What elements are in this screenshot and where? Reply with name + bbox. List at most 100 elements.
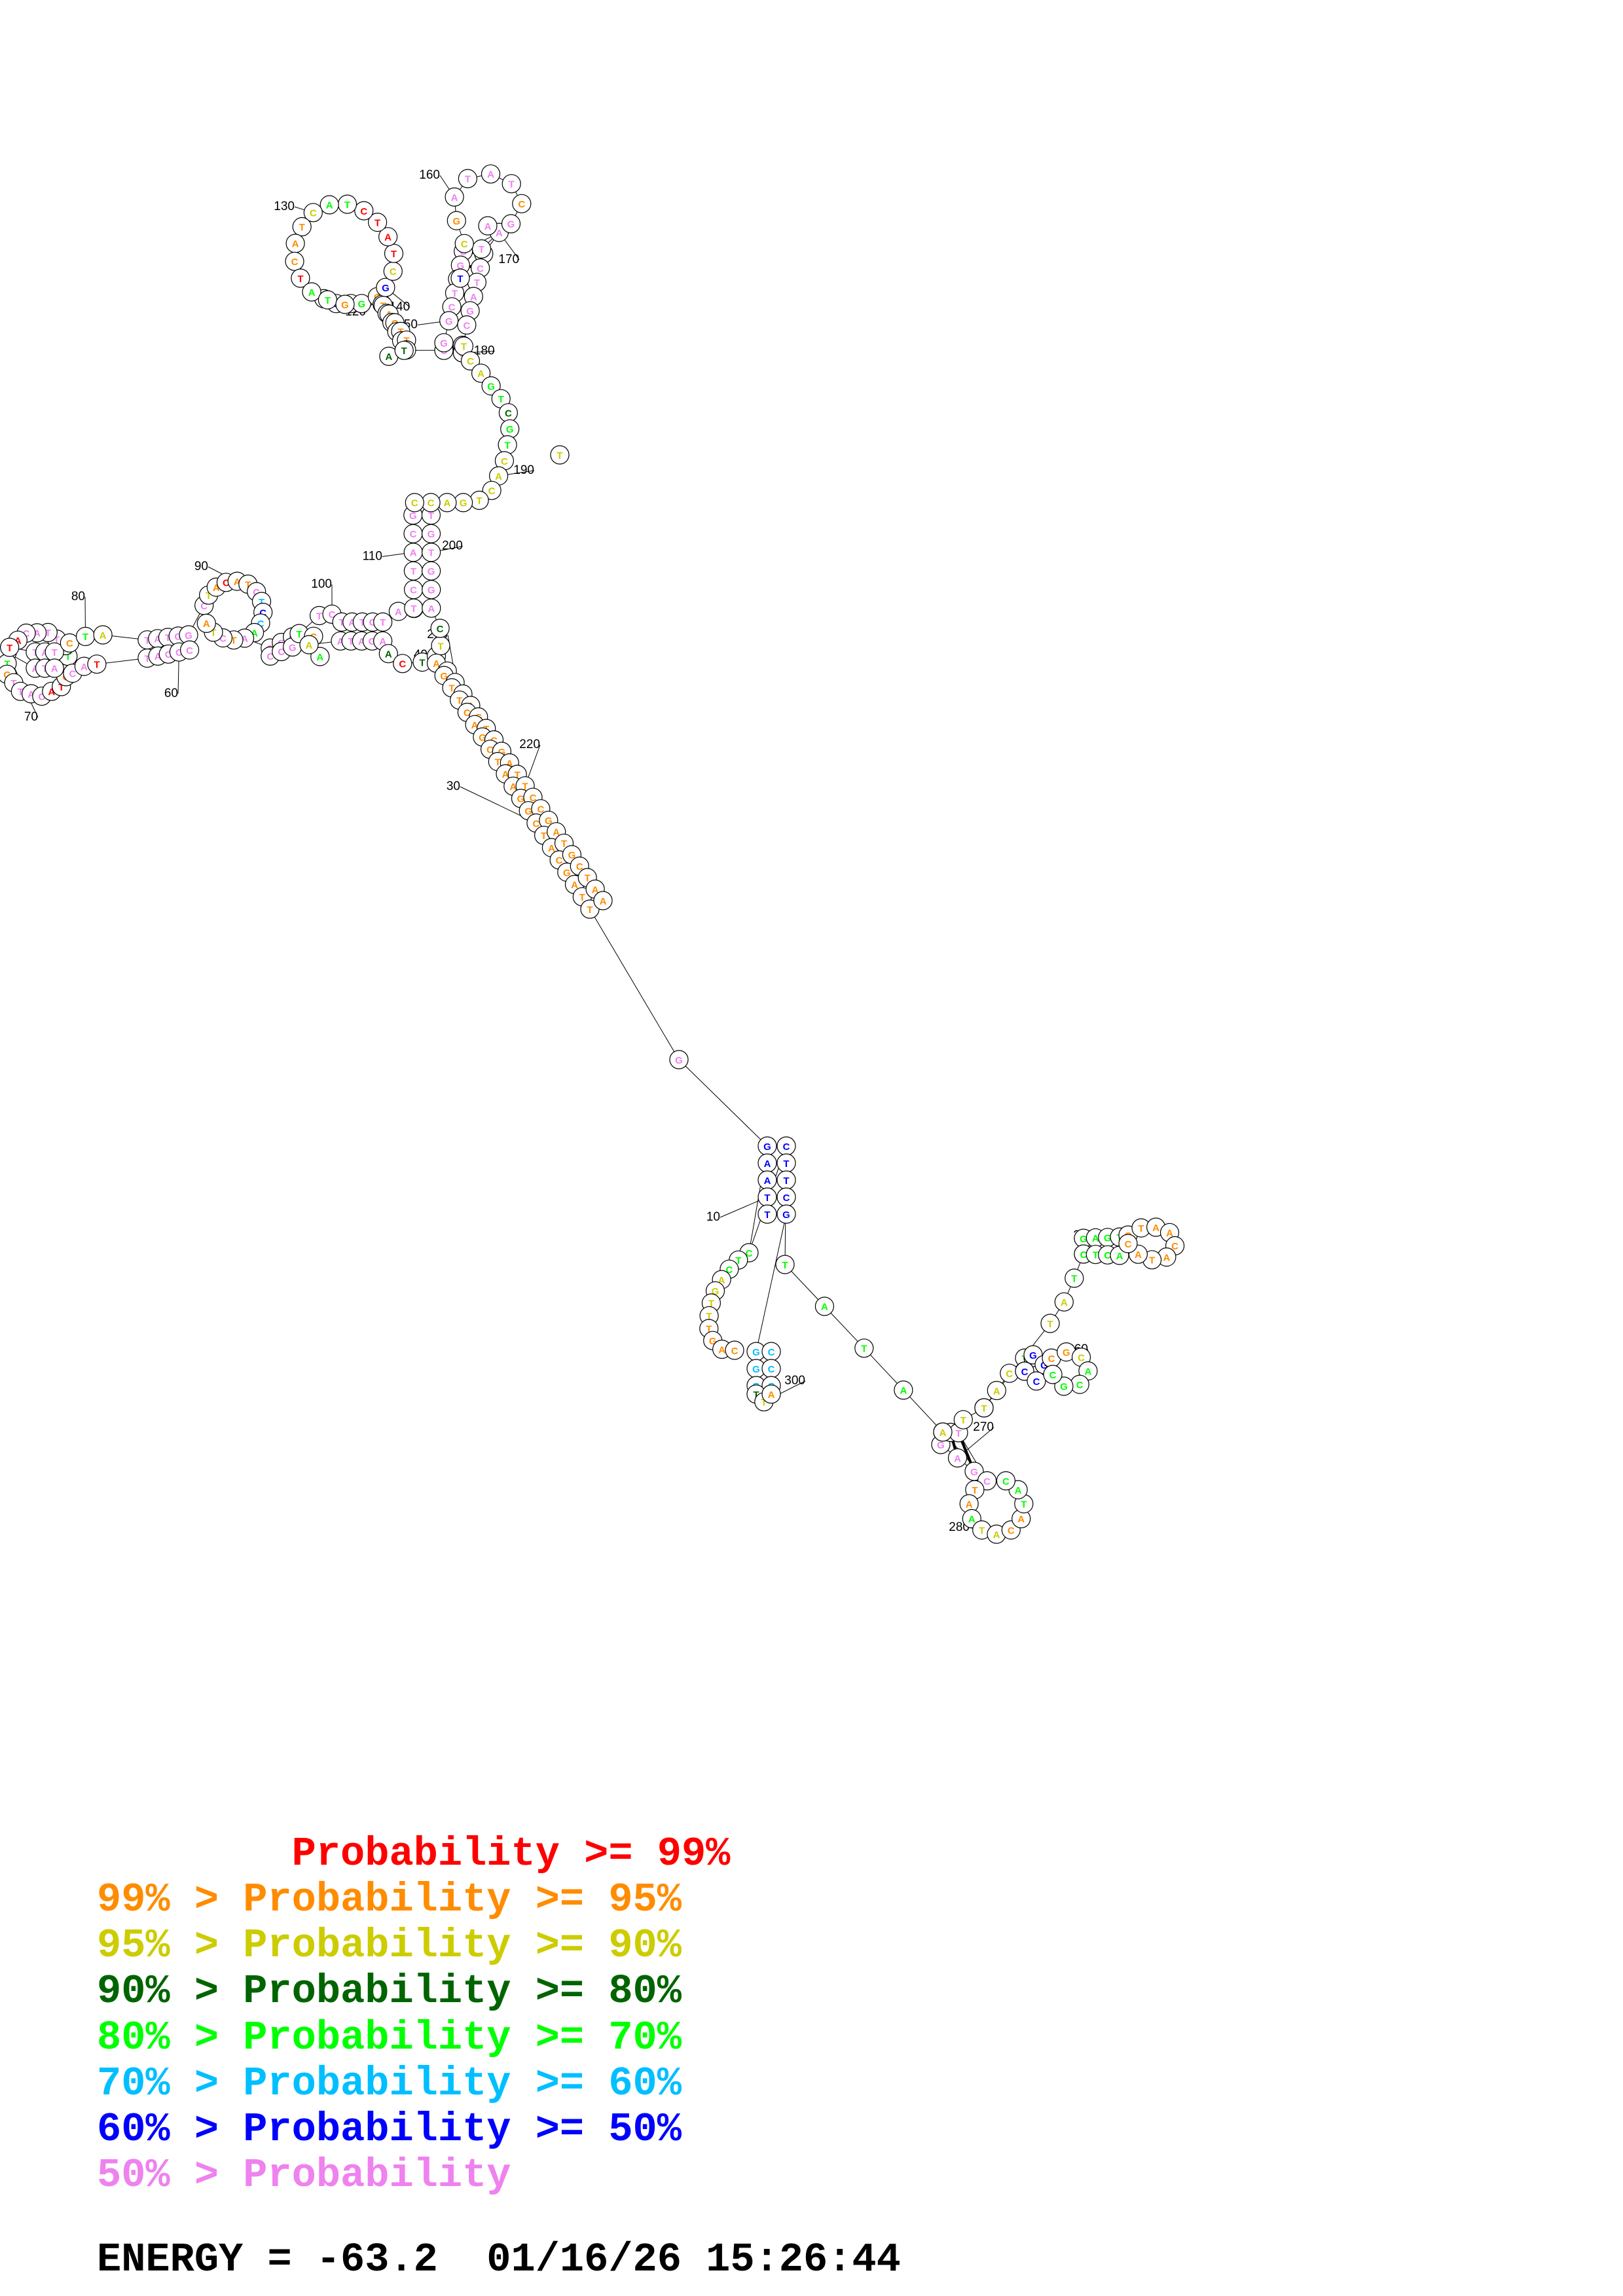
svg-text:T: T [296,629,302,640]
svg-text:A: A [1135,1249,1142,1261]
svg-text:C: C [1033,1376,1040,1388]
svg-text:C: C [461,239,468,250]
svg-text:A: A [1061,1297,1068,1308]
svg-text:170: 170 [498,253,519,266]
svg-text:C: C [518,199,525,210]
svg-text:T: T [764,1193,770,1204]
svg-text:C: C [1078,1352,1085,1363]
svg-text:G: G [428,585,435,596]
svg-text:T: T [505,440,511,451]
svg-text:C: C [463,320,470,331]
svg-text:T: T [52,647,58,658]
svg-text:30: 30 [447,780,460,793]
svg-text:80: 80 [71,590,85,603]
svg-text:A: A [484,221,492,232]
svg-text:200: 200 [442,539,463,553]
svg-text:C: C [477,263,484,274]
svg-text:C: C [1008,1525,1015,1536]
svg-text:A: A [203,619,210,630]
svg-text:A: A [768,1390,775,1401]
svg-text:C: C [66,638,73,649]
svg-text:A: A [384,232,392,243]
svg-text:T: T [960,1415,966,1426]
svg-text:60: 60 [164,687,178,700]
svg-text:T: T [861,1344,867,1355]
svg-text:220: 220 [519,738,540,751]
svg-text:T: T [461,342,467,353]
svg-text:T: T [556,450,562,461]
svg-text:A: A [966,1499,973,1510]
svg-text:T: T [410,603,416,615]
svg-text:C: C [488,486,496,497]
svg-text:A: A [821,1302,828,1313]
svg-text:A: A [764,1175,771,1187]
svg-text:C: C [768,1347,775,1358]
svg-text:C: C [390,266,397,278]
svg-text:T: T [1138,1223,1144,1234]
svg-text:G: G [357,299,365,310]
svg-text:300: 300 [784,1374,805,1388]
svg-text:G: G [289,642,297,653]
svg-text:C: C [428,498,435,509]
svg-text:A: A [1152,1223,1159,1234]
svg-text:T: T [401,346,407,357]
svg-text:A: A [1017,1514,1025,1525]
svg-text:190: 190 [513,463,534,477]
svg-text:C: C [1048,1354,1055,1365]
svg-text:T: T [344,200,350,211]
svg-text:130: 130 [274,200,295,213]
svg-text:T: T [979,1525,985,1536]
svg-text:G: G [440,338,448,350]
svg-text:T: T [410,566,416,577]
svg-text:T: T [981,1403,987,1414]
svg-text:T: T [316,611,322,622]
svg-text:C: C [410,529,417,540]
svg-text:A: A [470,292,477,303]
svg-text:T: T [465,174,471,185]
svg-text:A: A [395,607,402,618]
svg-text:G: G [382,283,390,294]
svg-text:T: T [297,274,303,285]
svg-text:A: A [954,1453,961,1464]
svg-text:T: T [955,1428,961,1439]
svg-text:160: 160 [419,168,440,182]
svg-text:T: T [7,643,12,654]
svg-text:A: A [100,630,107,641]
svg-text:C: C [1002,1476,1010,1487]
svg-text:T: T [1021,1499,1027,1510]
svg-text:A: A [326,200,333,211]
svg-text:A: A [443,498,450,509]
svg-text:A: A [477,368,484,380]
svg-text:T: T [419,657,425,668]
svg-text:A: A [1116,1251,1123,1262]
svg-text:A: A [451,192,458,204]
svg-text:T: T [498,394,504,405]
svg-text:G: G [970,1467,978,1478]
svg-text:G: G [1029,1350,1037,1361]
svg-text:C: C [1125,1239,1132,1250]
svg-text:T: T [299,222,305,233]
svg-text:C: C [399,659,406,670]
svg-text:C: C [410,585,417,596]
svg-text:70: 70 [24,710,38,724]
svg-text:T: T [764,1210,770,1221]
svg-text:T: T [82,632,88,643]
svg-text:A: A [1163,1252,1170,1263]
svg-text:T: T [783,1175,789,1187]
svg-text:T: T [587,905,593,916]
svg-text:T: T [1047,1319,1053,1330]
svg-text:C: C [983,1476,991,1487]
svg-text:C: C [501,456,508,467]
svg-text:A: A [385,351,392,363]
svg-text:G: G [1063,1347,1070,1358]
svg-text:C: C [467,356,474,367]
svg-text:A: A [306,640,313,651]
svg-text:A: A [385,649,392,660]
svg-text:A: A [900,1386,907,1397]
svg-text:T: T [428,548,434,559]
svg-text:G: G [487,381,495,392]
svg-text:T: T [782,1260,788,1271]
svg-text:C: C [1021,1367,1029,1378]
svg-text:T: T [391,249,397,260]
svg-text:G: G [185,630,192,641]
